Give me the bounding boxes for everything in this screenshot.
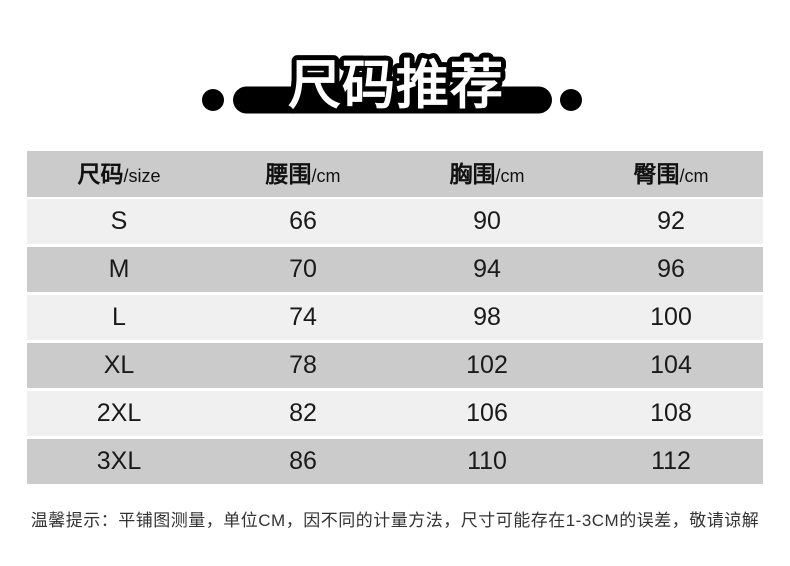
cell-bust: 94	[473, 255, 501, 283]
cell-size: 2XL	[96, 399, 142, 427]
header-unit: /size	[123, 165, 161, 186]
cell-size: S	[110, 207, 128, 235]
cell-size: XL	[103, 351, 135, 379]
cell-hip: 96	[657, 255, 685, 283]
table-row-xl: XL 78 102 104	[27, 343, 763, 388]
header-cell-waist: 腰围/cm	[211, 160, 395, 187]
cell-hip: 112	[651, 447, 691, 475]
cell-bust: 110	[467, 447, 507, 475]
cell-waist: 70	[289, 255, 317, 283]
header-cell-size: 尺码/size	[27, 160, 211, 187]
title-decoration: 尺码推荐	[202, 51, 582, 120]
cell-bust: 102	[466, 351, 508, 379]
header-label: 尺码	[77, 160, 124, 187]
table-row-m: M 70 94 96	[27, 247, 763, 292]
header-unit: /cm	[495, 165, 525, 186]
cell-waist: 82	[289, 399, 317, 427]
cell-waist: 86	[289, 447, 317, 475]
header-label: 腰围	[265, 160, 312, 187]
header-label: 胸围	[449, 160, 496, 187]
cell-size: 3XL	[96, 447, 142, 475]
table-row-2xl: 2XL 82 106 108	[27, 391, 763, 436]
cell-bust: 90	[473, 207, 501, 235]
table-row-l: L 74 98 100	[27, 295, 763, 340]
header-cell-bust: 胸围/cm	[395, 160, 579, 187]
header-cell-hip: 臀围/cm	[579, 160, 763, 187]
cell-hip: 104	[650, 351, 692, 379]
cell-size: M	[108, 255, 130, 283]
page-title: 尺码推荐	[288, 56, 504, 115]
table-row-3xl: 3XL 86 110 112	[27, 439, 763, 484]
title-bar-shape	[233, 86, 552, 114]
header-unit: /cm	[311, 165, 341, 186]
header-label: 臀围	[633, 160, 680, 187]
cell-waist: 66	[289, 207, 317, 235]
left-dot-icon	[202, 89, 224, 111]
cell-hip: 92	[657, 207, 685, 235]
table-row-s: S 66 90 92	[27, 199, 763, 244]
cell-waist: 74	[289, 303, 317, 331]
cell-bust: 98	[473, 303, 501, 331]
title-banner: 尺码推荐	[0, 0, 790, 150]
header-unit: /cm	[679, 165, 709, 186]
cell-waist: 78	[289, 351, 317, 379]
cell-hip: 100	[650, 303, 692, 331]
cell-bust: 106	[466, 399, 508, 427]
table-header-row: 尺码/size 腰围/cm 胸围/cm 臀围/cm	[27, 151, 763, 197]
cell-size: L	[112, 303, 126, 331]
right-dot-icon	[560, 89, 582, 111]
cell-hip: 108	[650, 399, 692, 427]
footer-note: 温馨提示：平铺图测量，单位CM，因不同的计量方法，尺寸可能存在1-3CM的误差，…	[30, 511, 760, 530]
size-table: 尺码/size 腰围/cm 胸围/cm 臀围/cm S 66 90 92 M 7…	[27, 151, 763, 484]
